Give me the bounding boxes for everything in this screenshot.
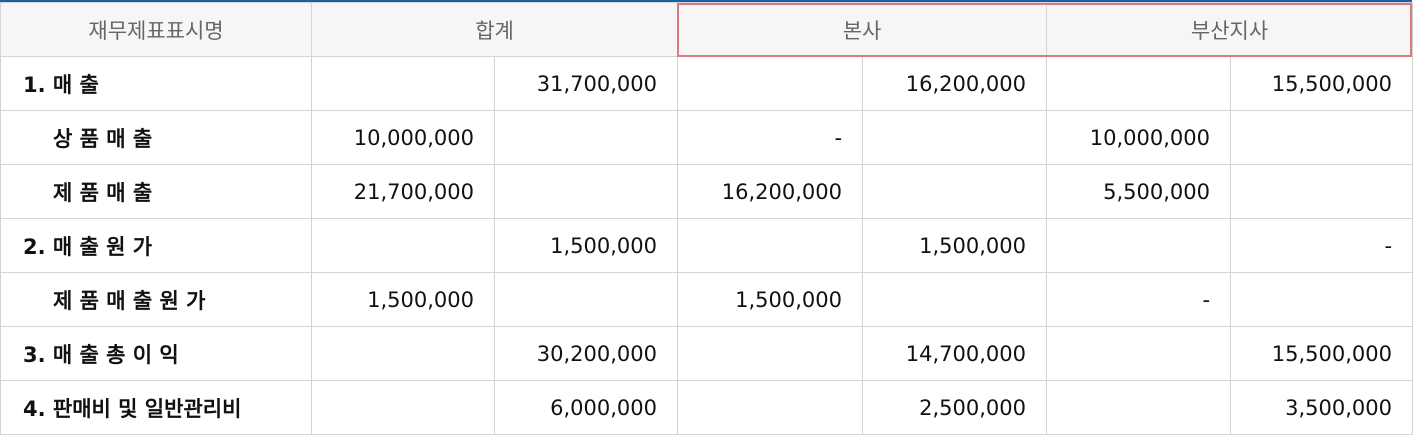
- value-cell: 10,000,000: [1046, 110, 1232, 165]
- value-cell: 31,700,000: [493, 56, 679, 111]
- value-cell: 1,500,000: [862, 218, 1048, 273]
- header-busan-branch: 부산지사: [1046, 2, 1414, 57]
- value-cell: [1230, 272, 1414, 327]
- value-cell: [1046, 218, 1232, 273]
- value-cell: [311, 56, 495, 111]
- value-cell: 30,200,000: [493, 326, 679, 381]
- value-cell: [493, 164, 679, 219]
- value-cell: [677, 380, 864, 435]
- value-cell: [311, 326, 495, 381]
- header-total: 합계: [310, 2, 679, 57]
- header-statement-name: 재무제표표시명: [0, 2, 312, 57]
- header-hq: 본사: [677, 2, 1048, 57]
- value-cell: [1230, 110, 1414, 165]
- value-cell: [677, 218, 864, 273]
- value-cell: [862, 110, 1048, 165]
- row-label: 상 품 매 출: [0, 110, 312, 165]
- value-cell: -: [677, 110, 864, 165]
- value-cell: [311, 380, 495, 435]
- value-cell: [1046, 380, 1232, 435]
- value-cell: -: [1046, 272, 1232, 327]
- value-cell: 2,500,000: [862, 380, 1048, 435]
- table-row: 제 품 매 출 원 가 1,500,000 1,500,000-: [0, 272, 1414, 327]
- table-row: 제 품 매 출 21,700,000 16,200,000 5,500,000: [0, 164, 1414, 219]
- header-row: 재무제표표시명 합계 본사 부산지사: [0, 2, 1414, 57]
- value-cell: [862, 164, 1048, 219]
- value-cell: [493, 110, 679, 165]
- value-cell: [1046, 326, 1232, 381]
- value-cell: [1230, 164, 1414, 219]
- table-row: 4. 판매비 및 일반관리비 6,000,000 2,500,000 3,500,00…: [0, 380, 1414, 435]
- value-cell: -: [1230, 218, 1414, 273]
- row-label: 2. 매 출 원 가: [0, 218, 312, 273]
- row-label: 4. 판매비 및 일반관리비: [0, 380, 312, 435]
- value-cell: 6,000,000: [493, 380, 679, 435]
- value-cell: [311, 218, 495, 273]
- value-cell: 16,200,000: [862, 56, 1048, 111]
- value-cell: [677, 56, 864, 111]
- table-row: 상 품 매 출 10,000,000-10,000,000: [0, 110, 1414, 165]
- value-cell: 1,500,000: [493, 218, 679, 273]
- row-label: 제 품 매 출 원 가: [0, 272, 312, 327]
- table-row: 3. 매 출 총 이 익 30,200,000 14,700,000 15,500,0…: [0, 326, 1414, 381]
- table-row: 2. 매 출 원 가 1,500,000 1,500,000 -: [0, 218, 1414, 273]
- value-cell: [677, 326, 864, 381]
- value-cell: [493, 272, 679, 327]
- row-label: 1. 매 출: [0, 56, 312, 111]
- value-cell: 15,500,000: [1230, 56, 1414, 111]
- value-cell: 3,500,000: [1230, 380, 1414, 435]
- row-label: 3. 매 출 총 이 익: [0, 326, 312, 381]
- value-cell: 21,700,000: [311, 164, 495, 219]
- row-label: 제 품 매 출: [0, 164, 312, 219]
- value-cell: 15,500,000: [1230, 326, 1414, 381]
- table-row: 1. 매 출 31,700,000 16,200,000 15,500,000: [0, 56, 1414, 111]
- value-cell: 1,500,000: [677, 272, 864, 327]
- value-cell: 10,000,000: [311, 110, 495, 165]
- value-cell: [862, 272, 1048, 327]
- value-cell: [1046, 56, 1232, 111]
- value-cell: 5,500,000: [1046, 164, 1232, 219]
- value-cell: 1,500,000: [311, 272, 495, 327]
- value-cell: 16,200,000: [677, 164, 864, 219]
- value-cell: 14,700,000: [862, 326, 1048, 381]
